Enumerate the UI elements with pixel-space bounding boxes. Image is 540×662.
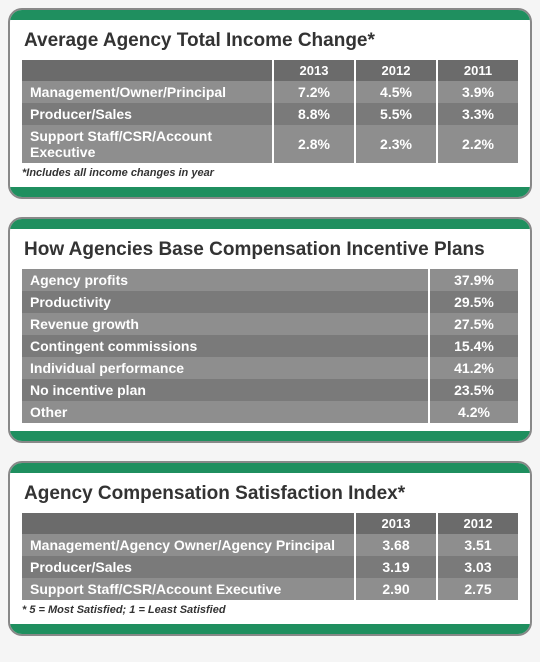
table-row: Producer/Sales 3.19 3.03 bbox=[22, 556, 518, 578]
row-label: Revenue growth bbox=[22, 313, 429, 335]
green-bar bbox=[10, 431, 530, 441]
panel-satisfaction-index: Agency Compensation Satisfaction Index* … bbox=[8, 461, 532, 636]
row-label: No incentive plan bbox=[22, 379, 429, 401]
panel-income-change: Average Agency Total Income Change* 2013… bbox=[8, 8, 532, 199]
panel-title: How Agencies Base Compensation Incentive… bbox=[24, 239, 518, 261]
row-value: 3.51 bbox=[437, 534, 518, 556]
row-label: Support Staff/CSR/Account Executive bbox=[22, 578, 355, 600]
row-value: 27.5% bbox=[429, 313, 518, 335]
row-label: Management/Owner/Principal bbox=[22, 81, 273, 103]
table-row: Other 4.2% bbox=[22, 401, 518, 423]
row-value: 3.3% bbox=[437, 103, 518, 125]
row-value: 2.90 bbox=[355, 578, 437, 600]
row-label: Support Staff/CSR/Account Executive bbox=[22, 125, 273, 163]
table-row: Producer/Sales 8.8% 5.5% 3.3% bbox=[22, 103, 518, 125]
row-label: Management/Agency Owner/Agency Principal bbox=[22, 534, 355, 556]
footnote: *Includes all income changes in year bbox=[22, 167, 518, 179]
row-value: 2.3% bbox=[355, 125, 437, 163]
year-header: 2012 bbox=[355, 60, 437, 81]
row-value: 3.9% bbox=[437, 81, 518, 103]
table-row: Individual performance 41.2% bbox=[22, 357, 518, 379]
row-label: Producer/Sales bbox=[22, 103, 273, 125]
row-label: Individual performance bbox=[22, 357, 429, 379]
panel-title: Agency Compensation Satisfaction Index* bbox=[24, 483, 518, 505]
row-value: 8.8% bbox=[273, 103, 355, 125]
green-bar bbox=[10, 187, 530, 197]
green-bar bbox=[10, 463, 530, 473]
incentive-table: Agency profits 37.9% Productivity 29.5% … bbox=[22, 269, 518, 423]
row-value: 37.9% bbox=[429, 269, 518, 291]
table-row: Management/Agency Owner/Agency Principal… bbox=[22, 534, 518, 556]
row-label: Producer/Sales bbox=[22, 556, 355, 578]
panel-title: Average Agency Total Income Change* bbox=[24, 30, 518, 52]
row-value: 3.03 bbox=[437, 556, 518, 578]
row-value: 3.68 bbox=[355, 534, 437, 556]
row-value: 2.8% bbox=[273, 125, 355, 163]
year-header: 2011 bbox=[437, 60, 518, 81]
row-value: 2.2% bbox=[437, 125, 518, 163]
table-header: 2013 2012 2011 bbox=[22, 60, 518, 81]
table-row: Agency profits 37.9% bbox=[22, 269, 518, 291]
row-label: Agency profits bbox=[22, 269, 429, 291]
row-value: 4.5% bbox=[355, 81, 437, 103]
row-value: 23.5% bbox=[429, 379, 518, 401]
table-header: 2013 2012 bbox=[22, 513, 518, 534]
table-row: No incentive plan 23.5% bbox=[22, 379, 518, 401]
table-row: Support Staff/CSR/Account Executive 2.90… bbox=[22, 578, 518, 600]
year-header: 2013 bbox=[355, 513, 437, 534]
row-value: 29.5% bbox=[429, 291, 518, 313]
row-value: 7.2% bbox=[273, 81, 355, 103]
row-label: Other bbox=[22, 401, 429, 423]
row-value: 3.19 bbox=[355, 556, 437, 578]
row-value: 4.2% bbox=[429, 401, 518, 423]
table-row: Management/Owner/Principal 7.2% 4.5% 3.9… bbox=[22, 81, 518, 103]
income-change-table: 2013 2012 2011 Management/Owner/Principa… bbox=[22, 60, 518, 163]
footnote: * 5 = Most Satisfied; 1 = Least Satisfie… bbox=[22, 604, 518, 616]
row-value: 5.5% bbox=[355, 103, 437, 125]
row-label: Productivity bbox=[22, 291, 429, 313]
row-value: 15.4% bbox=[429, 335, 518, 357]
table-row: Productivity 29.5% bbox=[22, 291, 518, 313]
year-header: 2012 bbox=[437, 513, 518, 534]
row-label: Contingent commissions bbox=[22, 335, 429, 357]
table-row: Contingent commissions 15.4% bbox=[22, 335, 518, 357]
table-row: Support Staff/CSR/Account Executive 2.8%… bbox=[22, 125, 518, 163]
row-value: 41.2% bbox=[429, 357, 518, 379]
table-row: Revenue growth 27.5% bbox=[22, 313, 518, 335]
row-value: 2.75 bbox=[437, 578, 518, 600]
satisfaction-table: 2013 2012 Management/Agency Owner/Agency… bbox=[22, 513, 518, 600]
panel-incentive-plans: How Agencies Base Compensation Incentive… bbox=[8, 217, 532, 443]
year-header: 2013 bbox=[273, 60, 355, 81]
green-bar bbox=[10, 219, 530, 229]
green-bar bbox=[10, 624, 530, 634]
green-bar bbox=[10, 10, 530, 20]
